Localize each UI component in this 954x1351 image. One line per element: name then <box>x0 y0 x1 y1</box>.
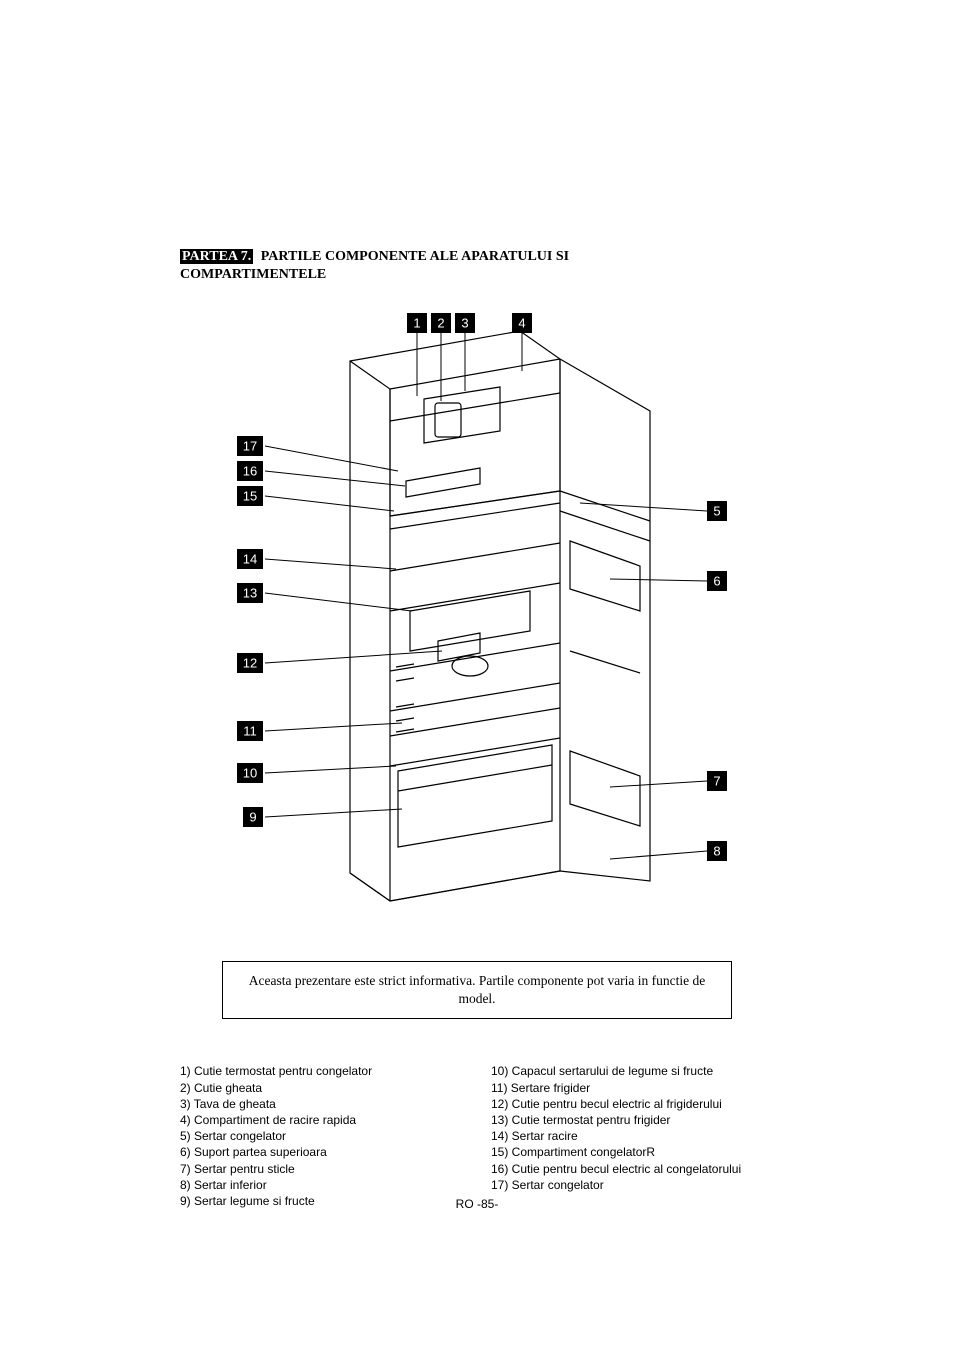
page-footer: RO -85- <box>0 1197 954 1211</box>
svg-text:17: 17 <box>243 439 257 454</box>
svg-text:15: 15 <box>243 489 257 504</box>
legend-item: 1) Cutie termostat pentru congelator <box>180 1063 463 1079</box>
callout-3: 3 <box>455 313 475 333</box>
svg-text:4: 4 <box>518 316 525 331</box>
svg-text:16: 16 <box>243 464 257 479</box>
svg-text:9: 9 <box>249 810 256 825</box>
diagram-container: 1 2 3 4 5 6 7 8 17 16 15 14 13 12 11 10 … <box>180 311 774 921</box>
legend-item: 4) Compartiment de racire rapida <box>180 1112 463 1128</box>
svg-text:11: 11 <box>243 724 257 739</box>
callout-7: 7 <box>707 771 727 791</box>
callout-8: 8 <box>707 841 727 861</box>
legend: 1) Cutie termostat pentru congelator 2) … <box>180 1063 774 1209</box>
note-text: Aceasta prezentare este strict informati… <box>249 973 706 1006</box>
legend-col-right: 10) Capacul sertarului de legume si fruc… <box>491 1063 774 1209</box>
callout-5: 5 <box>707 501 727 521</box>
callout-4: 4 <box>512 313 532 333</box>
svg-text:8: 8 <box>713 844 720 859</box>
callout-16: 16 <box>237 461 263 481</box>
legend-item: 10) Capacul sertarului de legume si fruc… <box>491 1063 774 1079</box>
callout-13: 13 <box>237 583 263 603</box>
legend-item: 8) Sertar inferior <box>180 1177 463 1193</box>
callout-6: 6 <box>707 571 727 591</box>
svg-text:14: 14 <box>243 552 257 567</box>
section-heading: PARTEA 7. PARTILE COMPONENTE ALE APARATU… <box>180 248 774 283</box>
legend-item: 11) Sertare frigider <box>491 1080 774 1096</box>
legend-item: 3) Tava de gheata <box>180 1096 463 1112</box>
svg-text:3: 3 <box>461 316 468 331</box>
legend-item: 2) Cutie gheata <box>180 1080 463 1096</box>
note-box: Aceasta prezentare este strict informati… <box>222 961 732 1019</box>
part-label: PARTEA 7. <box>180 249 253 264</box>
callout-1: 1 <box>407 313 427 333</box>
callout-14: 14 <box>237 549 263 569</box>
legend-item: 7) Sertar pentru sticle <box>180 1161 463 1177</box>
callout-17: 17 <box>237 436 263 456</box>
callout-12: 12 <box>237 653 263 673</box>
svg-text:2: 2 <box>437 316 444 331</box>
legend-item: 5) Sertar congelator <box>180 1128 463 1144</box>
svg-text:13: 13 <box>243 586 257 601</box>
heading-line2: COMPARTIMENTELE <box>180 267 326 282</box>
legend-item: 14) Sertar racire <box>491 1128 774 1144</box>
legend-item: 13) Cutie termostat pentru frigider <box>491 1112 774 1128</box>
page-number: RO -85- <box>456 1197 499 1211</box>
svg-text:10: 10 <box>243 766 257 781</box>
svg-text:5: 5 <box>713 504 720 519</box>
callout-2: 2 <box>431 313 451 333</box>
legend-item: 16) Cutie pentru becul electric al conge… <box>491 1161 774 1177</box>
svg-text:12: 12 <box>243 656 257 671</box>
svg-text:6: 6 <box>713 574 720 589</box>
callout-15: 15 <box>237 486 263 506</box>
refrigerator-diagram: 1 2 3 4 5 6 7 8 17 16 15 14 13 12 11 10 … <box>180 311 774 921</box>
legend-item: 15) Compartiment congelatorR <box>491 1144 774 1160</box>
legend-item: 12) Cutie pentru becul electric al frigi… <box>491 1096 774 1112</box>
legend-item: 6) Suport partea superioara <box>180 1144 463 1160</box>
callout-11: 11 <box>237 721 263 741</box>
callout-10: 10 <box>237 763 263 783</box>
legend-item: 17) Sertar congelator <box>491 1177 774 1193</box>
heading-rest-1: PARTILE COMPONENTE ALE APARATULUI SI <box>257 249 569 264</box>
callout-9: 9 <box>243 807 263 827</box>
legend-col-left: 1) Cutie termostat pentru congelator 2) … <box>180 1063 463 1209</box>
svg-text:7: 7 <box>713 774 720 789</box>
svg-text:1: 1 <box>413 316 420 331</box>
